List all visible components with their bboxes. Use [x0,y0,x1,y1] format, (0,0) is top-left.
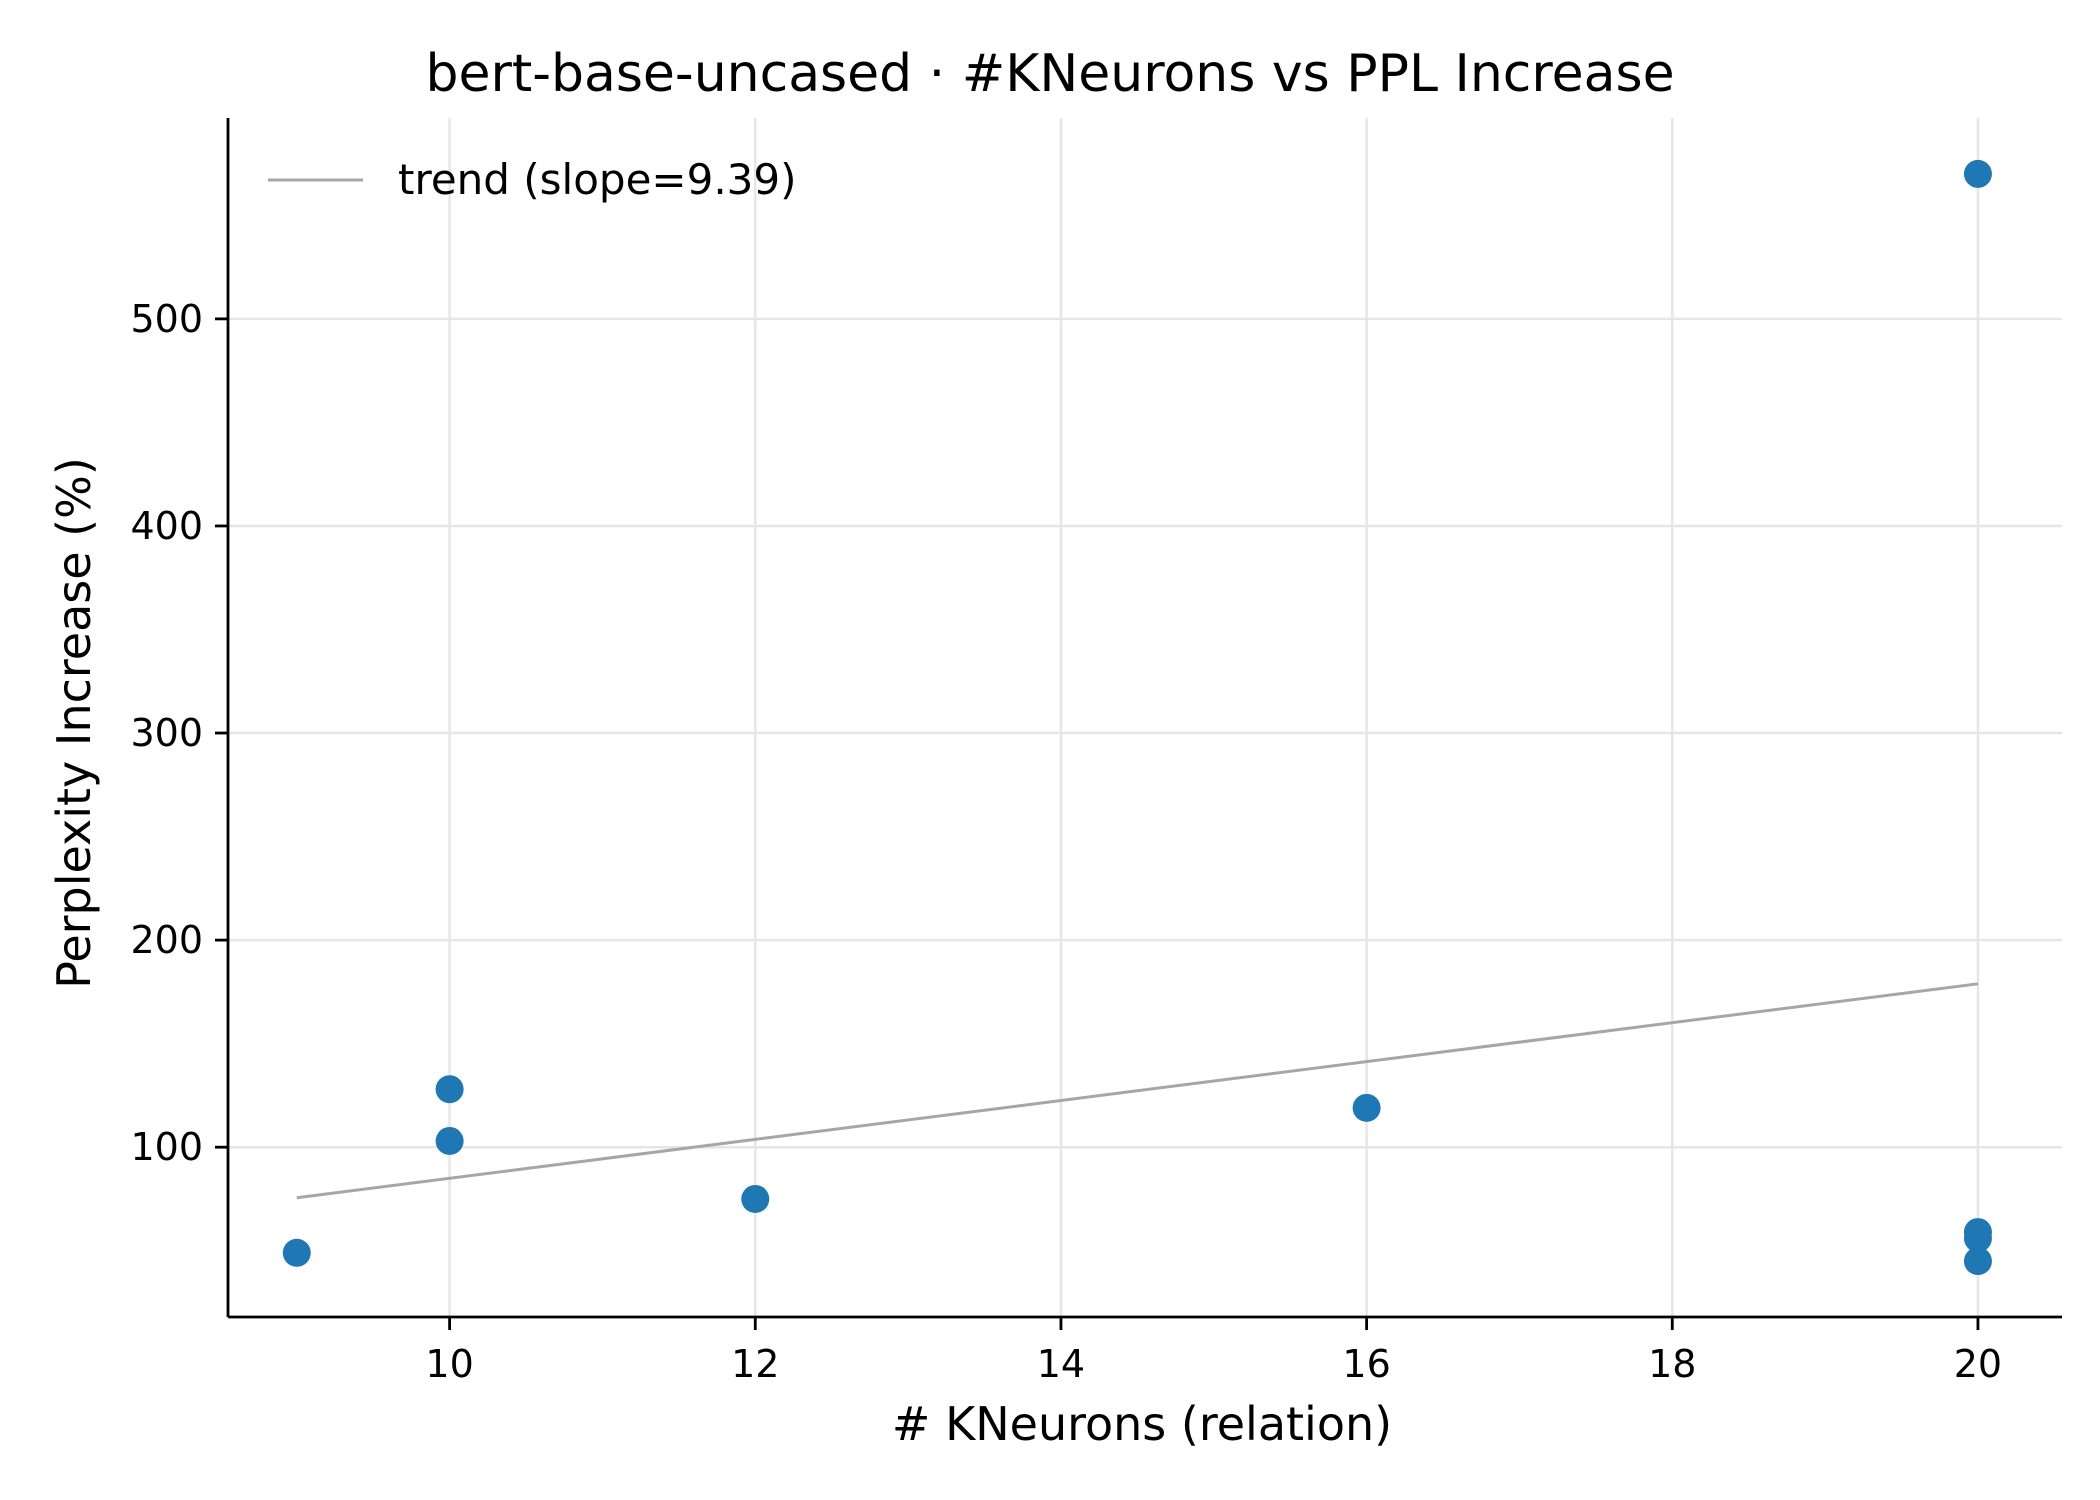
data-point [1963,1224,1992,1253]
y-axis-label: Perplexity Increase (%) [47,457,101,989]
points-layer [282,159,1992,1276]
data-point [1963,159,1992,188]
x-tick-label: 18 [1648,1342,1696,1386]
data-point [435,1126,464,1155]
trend-layer [296,982,1979,1200]
x-axis-label: # KNeurons (relation) [892,1397,1392,1451]
x-tick-label: 16 [1342,1342,1390,1386]
legend-trend-label: trend (slope=9.39) [398,155,797,204]
y-tick-label: 100 [130,1125,203,1169]
legend: trend (slope=9.39) [268,155,797,204]
data-point [435,1075,464,1104]
grid-layer [228,118,2062,1317]
x-tick-label: 14 [1037,1342,1085,1386]
axes-layer [226,118,2062,1319]
data-point [1352,1093,1381,1122]
trend-line [296,982,1979,1200]
data-point [282,1238,311,1267]
y-tick-label: 200 [130,918,203,962]
y-tick-label: 300 [130,711,203,755]
x-tick-label: 20 [1954,1342,2002,1386]
y-tick-label: 400 [130,504,203,548]
x-tick-label: 10 [425,1342,473,1386]
chart-title: bert-base-uncased · #KNeurons vs PPL Inc… [425,44,1674,104]
ticks-layer: 10 12 14 16 18 20 100 200 300 400 500 [130,297,2002,1386]
data-point [1963,1247,1992,1276]
data-point [741,1184,770,1213]
y-tick-label: 500 [130,297,203,341]
x-tick-label: 12 [731,1342,779,1386]
